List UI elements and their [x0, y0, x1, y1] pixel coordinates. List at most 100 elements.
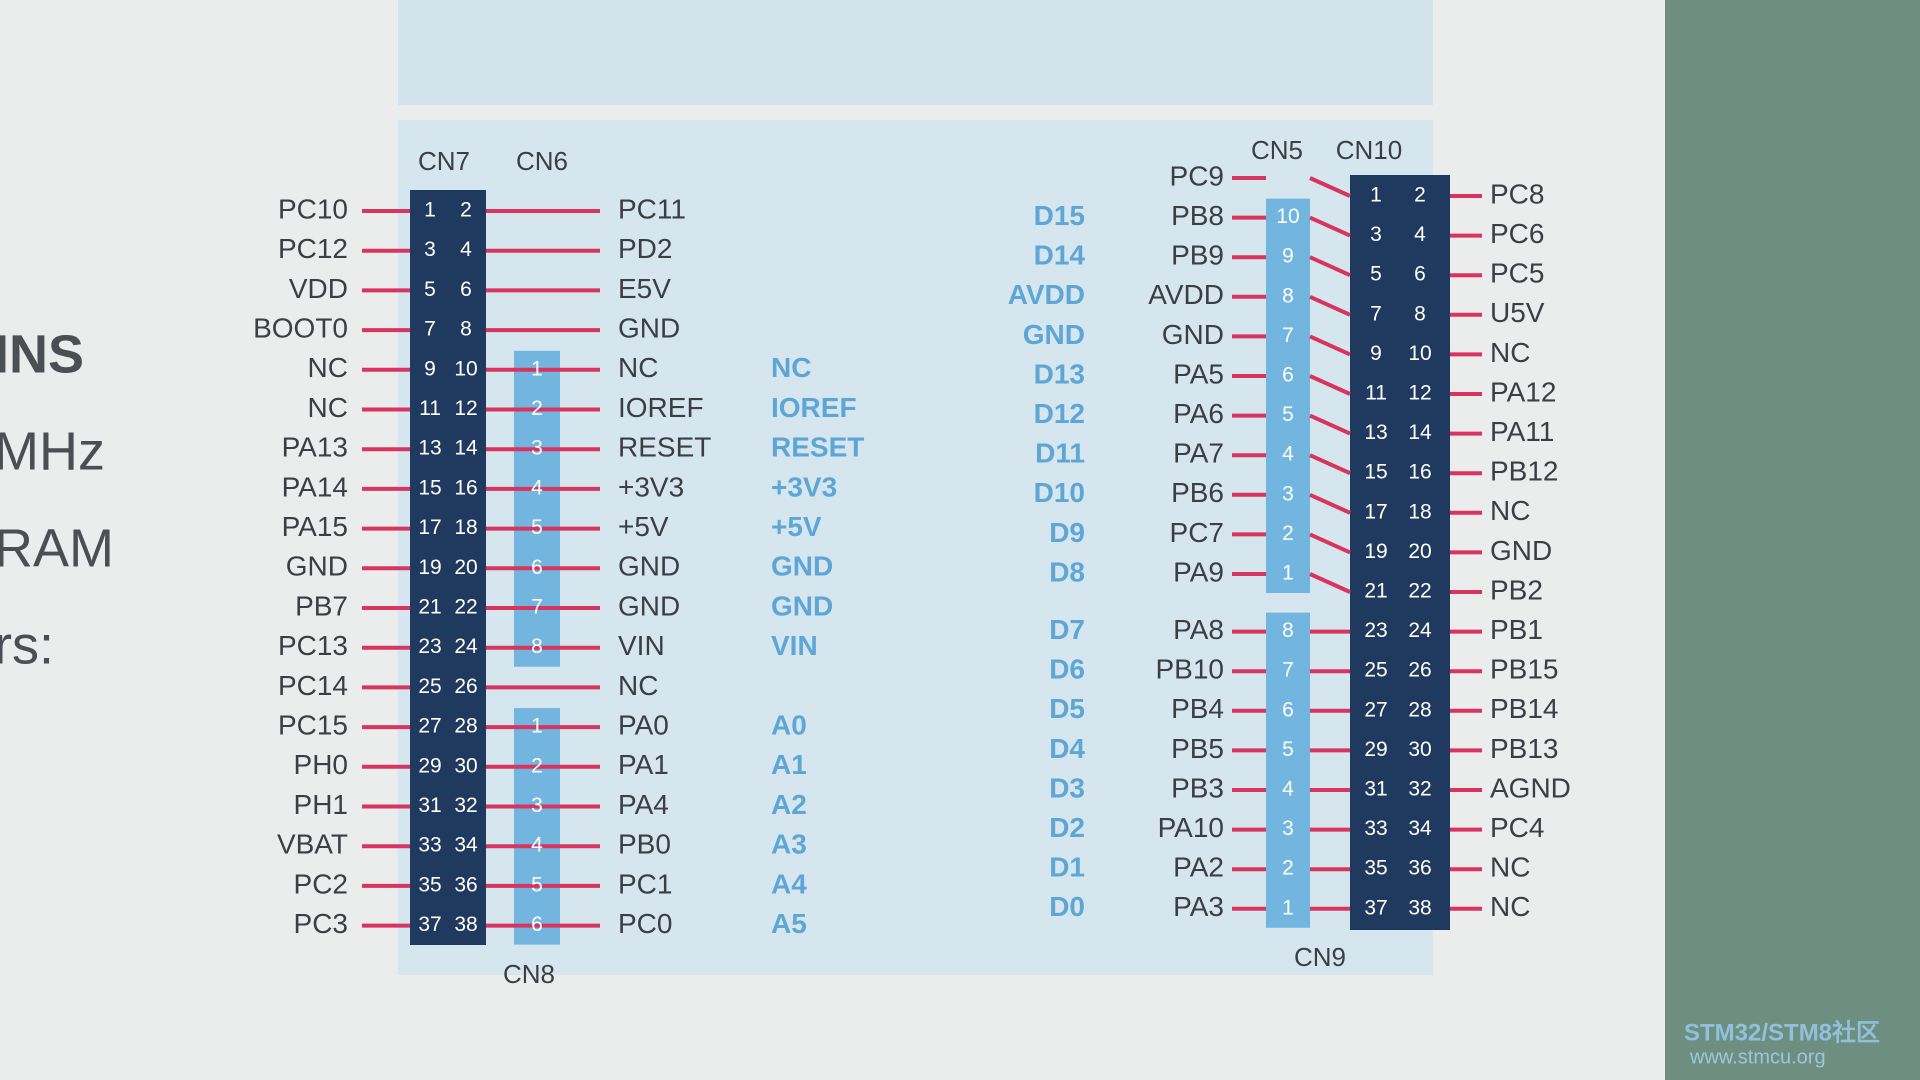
header-pin-number: 1 — [1282, 562, 1294, 585]
header-pin-number: 5 — [1282, 738, 1294, 761]
pin-label: PC7 — [1170, 517, 1224, 548]
pin-number: 36 — [454, 873, 477, 896]
pin-number: 22 — [1408, 580, 1431, 603]
pin-number: 1 — [424, 199, 436, 222]
side-text: RAM — [0, 518, 114, 578]
pin-number: 3 — [1370, 223, 1382, 246]
arduino-label: A4 — [771, 868, 807, 899]
arduino-label: A1 — [771, 749, 807, 780]
pin-number: 18 — [454, 516, 477, 539]
pin-number: 19 — [1364, 540, 1387, 563]
arduino-label: D13 — [1034, 358, 1085, 389]
pin-number: 34 — [1408, 817, 1432, 840]
header-pin-number: 6 — [531, 556, 543, 579]
pin-number: 9 — [424, 357, 436, 380]
pin-number: 27 — [418, 715, 441, 738]
pin-number: 12 — [454, 397, 477, 420]
pin-label: PC2 — [294, 868, 348, 899]
pin-label: NC — [618, 670, 658, 701]
pin-label: PC0 — [618, 908, 672, 939]
pin-number: 29 — [418, 754, 441, 777]
pin-label: PC6 — [1490, 218, 1544, 249]
pin-label: VDD — [289, 273, 348, 304]
header-pin-number: 7 — [531, 596, 543, 619]
pin-label: PC5 — [1490, 258, 1544, 289]
pin-number: 21 — [1364, 580, 1387, 603]
header-pin-number: 7 — [1282, 324, 1294, 347]
pin-label: GND — [286, 551, 348, 582]
pin-label: PC15 — [278, 709, 348, 740]
connector-label: CN10 — [1336, 135, 1402, 165]
connector-label: CN6 — [516, 146, 568, 176]
pin-label: GND — [618, 551, 680, 582]
pin-label: PC9 — [1170, 160, 1224, 191]
pin-label: PC10 — [278, 193, 348, 224]
header-pin-number: 2 — [531, 397, 543, 420]
pin-number: 26 — [1408, 659, 1431, 682]
pin-label: PA11 — [1490, 416, 1554, 447]
pin-label: PA4 — [618, 789, 669, 820]
pin-number: 20 — [454, 556, 477, 579]
arduino-label: A0 — [771, 709, 807, 740]
connector-label: CN8 — [503, 959, 555, 989]
pin-number: 7 — [424, 318, 436, 341]
pin-number: 38 — [1408, 896, 1431, 919]
board-panel — [398, 120, 1433, 975]
pin-number: 19 — [418, 556, 441, 579]
pin-label: PC1 — [618, 868, 672, 899]
pin-label: PA14 — [282, 471, 348, 502]
pin-number: 4 — [1414, 223, 1426, 246]
pin-number: 37 — [1364, 896, 1387, 919]
pin-number: 6 — [460, 278, 472, 301]
pin-label: +5V — [618, 511, 669, 542]
pin-number: 30 — [1408, 738, 1431, 761]
pin-number: 13 — [1364, 421, 1387, 444]
connector-label: CN9 — [1294, 942, 1346, 972]
pin-label: PC12 — [278, 233, 348, 264]
pin-line — [1309, 492, 1351, 515]
pin-label: VIN — [618, 630, 665, 661]
pin-number: 26 — [454, 675, 477, 698]
cn7-body — [410, 190, 486, 945]
header-pin-number: 5 — [531, 516, 543, 539]
pin-number: 31 — [1364, 778, 1387, 801]
pin-number: 28 — [454, 715, 477, 738]
header-pin-number: 2 — [1282, 857, 1294, 880]
arduino-label: D2 — [1049, 812, 1085, 843]
pin-label: PB9 — [1171, 240, 1224, 271]
arduino-label: D14 — [1034, 240, 1086, 271]
header-pin-number: 1 — [1282, 896, 1294, 919]
arduino-label: D7 — [1049, 614, 1085, 645]
pin-label: PB5 — [1171, 733, 1224, 764]
pin-number: 25 — [1364, 659, 1387, 682]
arduino-label: GND — [771, 590, 833, 621]
pin-number: 11 — [1365, 382, 1387, 405]
pin-label: PA9 — [1173, 556, 1224, 587]
pin-label: NC — [1490, 891, 1530, 922]
header-pin-number: 4 — [1282, 778, 1294, 801]
pin-label: RESET — [618, 432, 711, 463]
pin-label: U5V — [1490, 297, 1545, 328]
header-pin-number: 6 — [1282, 698, 1294, 721]
arduino-label: AVDD — [1008, 279, 1085, 310]
side-text: INS — [0, 324, 84, 384]
pin-number: 10 — [1408, 342, 1431, 365]
pin-label: PA8 — [1173, 614, 1224, 645]
pin-number: 10 — [454, 357, 477, 380]
header-body — [514, 350, 560, 667]
header-body — [1266, 612, 1310, 928]
pin-label: PA13 — [282, 432, 348, 463]
pin-label: PB1 — [1490, 614, 1543, 645]
pin-line — [1309, 572, 1351, 594]
arduino-label: A5 — [771, 908, 807, 939]
pin-label: PH0 — [294, 749, 348, 780]
header-pin-number: 10 — [1276, 205, 1299, 228]
arduino-label: VIN — [771, 630, 818, 661]
pin-label: PB12 — [1490, 456, 1559, 487]
pin-label: PA7 — [1173, 438, 1224, 469]
arduino-label: IOREF — [771, 392, 857, 423]
pin-number: 28 — [1408, 698, 1431, 721]
pin-label: PH1 — [294, 789, 348, 820]
connector-label: CN5 — [1251, 135, 1303, 165]
